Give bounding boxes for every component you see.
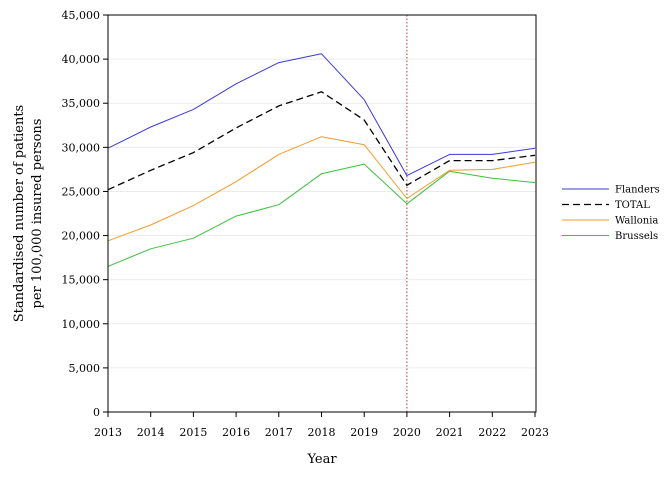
legend-label-brussels: Brussels [615,231,658,242]
y-axis-title-line-2: per 100,000 insured persons [30,119,45,309]
legend-label-flanders: Flanders [615,185,660,196]
y-tick-label: 25,000 [62,185,101,198]
series-line-flanders [107,53,536,177]
x-tick-label: 2023 [521,426,549,439]
y-tick-label: 15,000 [62,274,101,287]
y-axis-title-line-1: Standardised number of patients [12,105,27,322]
grid [108,14,536,369]
plot-frame [107,14,537,413]
x-tick-label: 2020 [393,426,421,439]
x-tick-label: 2019 [350,426,378,439]
x-tick-label: 2018 [308,426,336,439]
y-axis: 0 5,000 10,000 15,000 20,000 25,000 30,000 35,0… [62,9,108,419]
x-tick-label: 2017 [265,426,293,439]
series-line-total [107,91,536,191]
series-line-brussels [107,163,536,267]
legend: Flanders TOTAL Wallonia Brussels [562,185,660,242]
x-tick-label: 2015 [179,426,207,439]
y-tick-label: 40,000 [62,53,101,66]
y-tick-label: 10,000 [62,318,101,331]
series-lines [107,53,536,267]
x-tick-label: 2013 [94,426,122,439]
y-tick-label: 45,000 [62,9,101,22]
x-tick-label: 2014 [137,426,165,439]
x-axis-title: Year [306,452,337,467]
y-tick-label: 35,000 [62,97,101,110]
x-axis: 2013 2014 2015 2016 2017 2018 2019 2020 2021 2022… [94,412,549,439]
legend-label-total: TOTAL [615,200,650,211]
y-tick-label: 0 [93,406,100,419]
x-tick-label: 2021 [436,426,464,439]
series-line-wallonia [107,136,536,242]
legend-label-wallonia: Wallonia [615,216,658,227]
y-tick-label: 30,000 [62,141,101,154]
x-tick-label: 2016 [222,426,250,439]
y-tick-label: 5,000 [69,362,101,375]
x-tick-label: 2022 [478,426,506,439]
y-tick-label: 20,000 [62,230,101,243]
